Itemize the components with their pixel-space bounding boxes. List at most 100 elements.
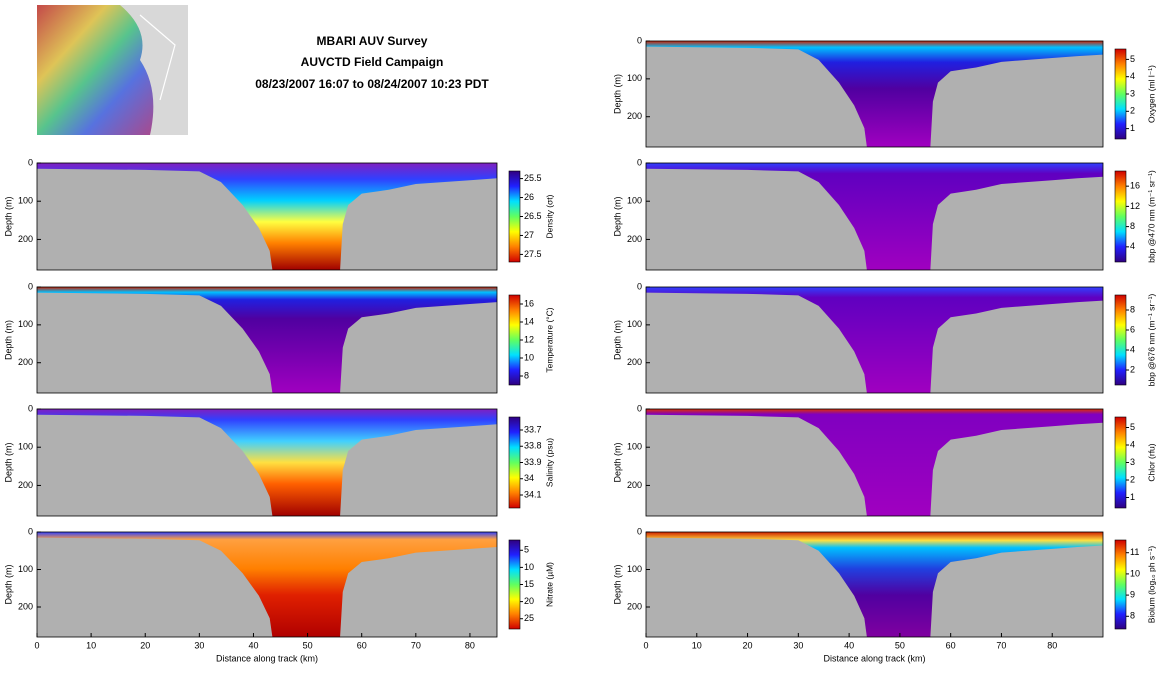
seabed: [930, 545, 1103, 637]
x-tick-label: 10: [692, 640, 702, 650]
colorbar-tick-label: 4: [1130, 241, 1135, 251]
axes-frame: [36, 408, 498, 517]
panel: 0 100 200 Depth (m) 16 12 8 4 bbp @470 nm (m⁻¹ s…: [612, 157, 1156, 271]
colorbar-label: Nitrate (µM): [544, 562, 554, 607]
colorbar-tick-label: 8: [524, 370, 529, 380]
panel: 0 100 200 Depth (m) 33.7 33.8 33.9 34 34.1Salini…: [3, 403, 554, 517]
y-axis-label: Depth (m): [612, 320, 622, 360]
x-tick-label: 50: [303, 640, 313, 650]
y-tick-label: 100: [627, 319, 642, 329]
colorbar: [508, 170, 521, 263]
seabed: [340, 424, 497, 516]
x-tick-label: 70: [996, 640, 1006, 650]
y-tick-label: 0: [28, 526, 33, 536]
seabed: [646, 292, 867, 393]
y-axis-label: Depth (m): [3, 564, 13, 604]
panel: 0 100 200 Depth (m) 0 10 20 30 40 50 60 70 80 Distanc…: [3, 526, 554, 663]
colorbar-tick-label: 4: [1130, 439, 1135, 449]
axes-frame: [36, 286, 498, 394]
seabed: [646, 414, 867, 516]
colorbar-tick-label: 25.5: [524, 173, 542, 183]
colorbar-tick-label: 12: [524, 334, 534, 344]
colorbar-tick-label: 12: [1130, 201, 1140, 211]
colorbar-tick-label: 1: [1130, 492, 1135, 502]
panel: 0 100 200 Depth (m) 0 10 20 30 40 50 60 70 80 Distanc…: [612, 526, 1156, 663]
seabed: [37, 168, 273, 270]
colorbar-tick-label: 2: [1130, 364, 1135, 374]
y-tick-label: 200: [627, 357, 642, 367]
y-axis-label: Depth (m): [612, 564, 622, 604]
y-axis-label: Depth (m): [612, 196, 622, 236]
colorbar-tick-label: 26.5: [524, 211, 542, 221]
axes-frame: [645, 286, 1104, 394]
colorbar: [508, 294, 521, 386]
colorbar-tick-label: 4: [1130, 71, 1135, 81]
colorbar-label: Oxygen (ml l⁻¹): [1146, 65, 1156, 123]
colorbar-tick-label: 9: [1130, 589, 1135, 599]
colorbar: [1114, 416, 1127, 509]
y-tick-label: 0: [28, 157, 33, 167]
colorbar-tick-label: 20: [524, 596, 534, 606]
colorbar: [1114, 170, 1127, 263]
seabed: [930, 422, 1103, 516]
colorbar-tick-label: 34: [524, 473, 534, 483]
axes-frame: [36, 531, 498, 638]
colorbar-tick-label: 33.8: [524, 441, 542, 451]
panel: 0 100 200 Depth (m) 8 6 4 2 bbp @676 nm (m⁻¹ sr⁻…: [612, 281, 1156, 394]
y-axis-label: Depth (m): [3, 442, 13, 482]
colorbar: [508, 539, 521, 630]
colorbar-tick-label: 25: [524, 613, 534, 623]
seabed: [930, 176, 1103, 270]
colorbar-tick-label: 16: [1130, 181, 1140, 191]
y-tick-label: 200: [627, 601, 642, 611]
x-tick-label: 0: [34, 640, 39, 650]
x-tick-label: 80: [465, 640, 475, 650]
colorbar-tick-label: 4: [1130, 344, 1135, 354]
colorbar-label: bbp @470 nm (m⁻¹ sr⁻¹): [1146, 170, 1156, 263]
colorbar-tick-label: 2: [1130, 474, 1135, 484]
x-tick-label: 60: [946, 640, 956, 650]
colorbar-label: Density (σt): [544, 194, 554, 238]
x-tick-label: 40: [248, 640, 258, 650]
colorbar-tick-label: 10: [1130, 568, 1140, 578]
y-tick-label: 200: [18, 357, 33, 367]
x-tick-label: 10: [86, 640, 96, 650]
panel: 0 100 200 Depth (m) 16 14 12 10 8 Temperature (°C…: [3, 281, 554, 394]
colorbar-label: Temperature (°C): [544, 307, 554, 372]
axes-frame: [645, 408, 1104, 517]
colorbar: [1114, 48, 1127, 140]
colorbar-tick-label: 2: [1130, 106, 1135, 116]
colorbar: [508, 416, 521, 509]
y-tick-label: 0: [637, 526, 642, 536]
colorbar-tick-label: 5: [1130, 54, 1135, 64]
colorbar: [1114, 294, 1127, 386]
seabed: [930, 54, 1103, 147]
colorbar-label: bbp @676 nm (m⁻¹ sr⁻¹): [1146, 293, 1156, 386]
panel: 0 100 200 Depth (m) 5 4 3 2 1 Oxygen (ml l⁻¹): [612, 35, 1156, 148]
title-line: 08/23/2007 16:07 to 08/24/2007 10:23 PDT: [255, 77, 489, 91]
x-tick-label: 40: [844, 640, 854, 650]
y-tick-label: 100: [18, 196, 33, 206]
colorbar-tick-label: 3: [1130, 457, 1135, 467]
y-tick-label: 100: [627, 196, 642, 206]
seabed: [340, 178, 497, 270]
seabed: [646, 46, 867, 147]
y-axis-label: Depth (m): [3, 320, 13, 360]
y-tick-label: 200: [627, 234, 642, 244]
x-tick-label: 0: [643, 640, 648, 650]
panel: 0 100 200 Depth (m) 5 4 3 2 1 Chlor (rfu): [612, 403, 1156, 517]
y-tick-label: 0: [28, 281, 33, 291]
title-line: AUVCTD Field Campaign: [301, 55, 444, 69]
y-axis-label: Depth (m): [612, 74, 622, 114]
colorbar-tick-label: 6: [1130, 324, 1135, 334]
seabed: [37, 292, 273, 393]
title-line: MBARI AUV Survey: [317, 34, 428, 48]
colorbar-tick-label: 15: [524, 579, 534, 589]
colorbar-tick-label: 5: [524, 545, 529, 555]
colorbar-tick-label: 8: [1130, 221, 1135, 231]
x-tick-label: 70: [411, 640, 421, 650]
colorbar-tick-label: 16: [524, 298, 534, 308]
axes-frame: [645, 162, 1104, 271]
y-tick-label: 100: [627, 442, 642, 452]
y-tick-label: 200: [18, 234, 33, 244]
